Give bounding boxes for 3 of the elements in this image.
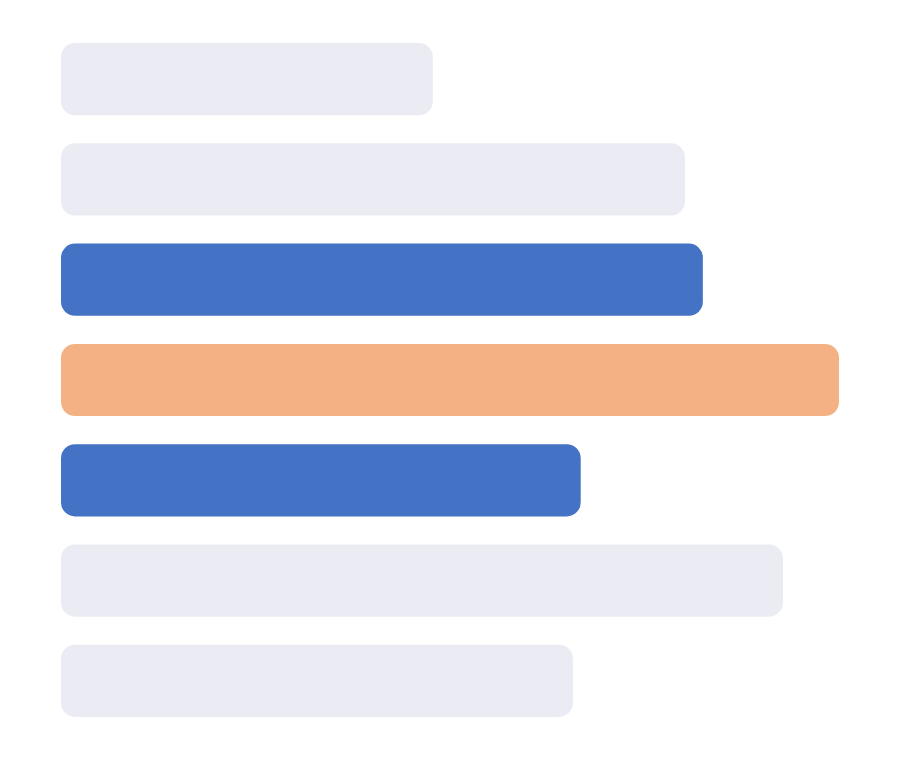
bar xyxy=(61,343,839,417)
bar xyxy=(61,444,581,517)
bar xyxy=(61,243,703,316)
